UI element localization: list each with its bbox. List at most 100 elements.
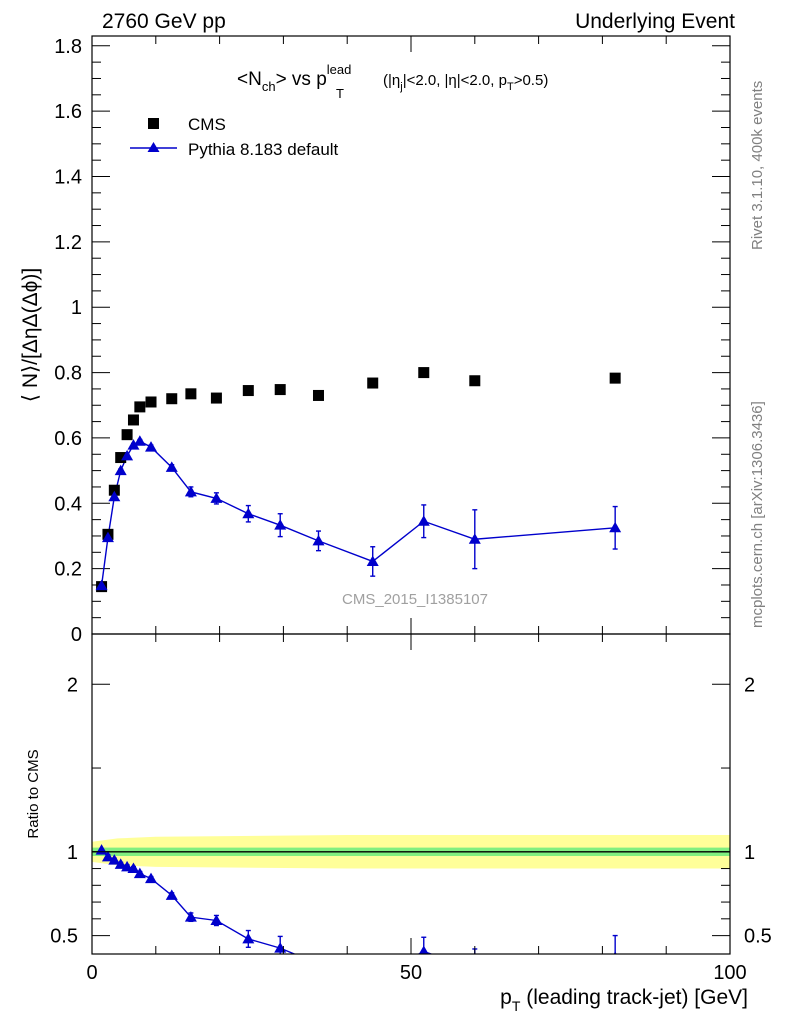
pythia-point [242,507,255,519]
cms-point [185,388,197,400]
pythia-point [210,492,223,503]
ratio-pythia-point [312,958,324,969]
pythia-point [133,435,146,446]
ratio-pythia-point [101,850,114,862]
cms-point [108,484,120,496]
ratio-pythia-point [127,862,140,874]
ratio-y-tick-label-right: 2 [744,674,755,696]
cms-point [127,414,139,426]
ratio-y-tick-label-right: 0.5 [744,926,772,948]
ratio-pythia-line [101,849,434,954]
ratio-pythia-point [184,911,197,922]
ratio-pythia-point [367,971,379,982]
cms-point [609,372,621,384]
x-tick-label: 100 [713,962,746,984]
ratio-pythia-point [108,854,121,865]
title-cuts-open: (|η [383,72,400,89]
main-y-tick-label: 0.6 [54,428,82,450]
x-axis-label-sub: T [512,998,521,1014]
cms-point [115,452,127,464]
cms-point [134,401,146,413]
pythia-point [312,534,325,546]
ratio-y-tick-label: 1 [67,842,78,864]
cms-point [469,375,481,387]
cms-point [121,429,133,441]
ratio-y-axis-label: Ratio to CMS [25,749,42,838]
main-y-tick-label: 1.2 [54,232,82,254]
pythia-point [366,555,379,566]
ratio-band [92,835,730,869]
x-axis-label-p: p [500,986,512,1009]
title-vs: > vs p [276,69,327,90]
analysis-id: CMS_2015_I1385107 [342,591,488,608]
main-y-tick-label: 1.6 [54,101,82,123]
pythia-point [127,439,140,450]
ratio-frame [91,633,731,955]
pythia-point [184,485,197,497]
cms-point [210,392,222,404]
title-cuts-mid: |<2.0, |η|<2.0, p [403,72,507,89]
title-cuts-j: j [399,81,402,93]
main-panel: 0 0.2 0.4 0.6 0.8 1 1.2 1.4 1.6 1.8 ⟨ N⟩/[ΔηΔ(Δϕ)… [19,35,731,646]
ratio-pythia-point [418,945,429,954]
legend-marker-pythia [147,142,160,152]
pythia-point [121,449,134,461]
pythia-point [114,464,127,476]
pythia-line [100,440,616,586]
ratio-pythia-point [165,889,178,900]
title-n-sub: ch [262,79,276,94]
header-right: Underlying Event [575,10,735,33]
cms-point [242,385,254,397]
cms-point [166,393,178,405]
title-n: <N [237,69,262,90]
ratio-y-tick-label: 0.5 [50,926,78,948]
side-label-bottom: mcplots.cern.ch [arXiv:1306.3436] [749,401,766,628]
cms-point [145,396,157,408]
main-y-tick-label: 0.4 [54,493,82,515]
ratio-pythia-point [114,858,127,869]
pythia-point [165,461,178,472]
pythia-point [274,519,287,530]
main-y-tick-label: 1.4 [54,167,82,189]
title-cuts-close: >0.5) [514,72,549,89]
title-cuts-t: T [507,81,514,93]
cms-point [312,389,324,401]
x-axis-label-rest: (leading track-jet) [GeV] [520,986,748,1009]
ratio-pythia-point [145,872,158,884]
pythia-point [101,531,114,543]
pythia-point [609,521,622,533]
main-y-axis-label: ⟨ N⟩/[ΔηΔ(Δϕ)] [19,268,42,402]
ratio-ticks [91,634,731,954]
ratio-y-tick-labels: 0.5 0.5 1 1 2 2 [50,674,772,947]
ratio-pythia-point [469,963,481,974]
main-y-tick-label: 0.8 [54,363,82,385]
pythia-point [468,533,481,544]
x-axis-label: pT (leading track-jet) [GeV] [500,986,748,1014]
title-pt-sub: T [336,86,344,101]
ratio-pythia-point [613,951,617,954]
side-label-top: Rivet 3.1.10, 400k events [749,81,766,250]
legend-label-pythia: Pythia 8.183 default [188,140,339,159]
x-tick-label: 0 [86,962,97,984]
pythia-point [145,441,158,452]
main-y-tick-label: 0.2 [54,559,82,581]
main-series [95,367,622,593]
cms-point [274,384,286,396]
cms-point [418,367,430,379]
ratio-y-tick-label-right: 1 [744,842,755,864]
ratio-panel: 0.5 0.5 1 1 2 2 0 50 100 Ratio to CMS pT (leadi… [25,633,772,1014]
legend-label-cms: CMS [188,115,226,134]
main-y-tick-labels: 0 0.2 0.4 0.6 0.8 1 1.2 1.4 1.6 1.8 [54,36,82,646]
pythia-point [417,515,430,526]
ratio-y-tick-label: 2 [67,674,78,696]
cms-point [367,377,379,389]
ratio-pythia-point [242,932,255,944]
pythia-point [95,579,108,591]
main-y-tick-label: 1 [71,297,82,319]
ratio-pythia-point [133,867,146,879]
legend-marker-cms [148,118,159,129]
header-left: 2760 GeV pp [102,10,226,33]
main-title: <Nch> vs plead T(|ηj|<2.0, |η|<2.0, pT>0.… [237,62,548,101]
legend: CMS Pythia 8.183 default [130,115,339,159]
